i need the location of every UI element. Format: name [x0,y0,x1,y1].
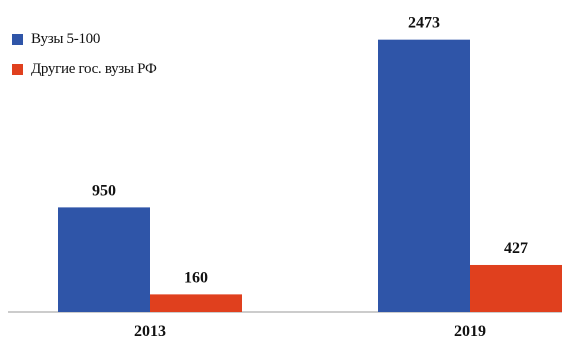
legend: Вузы 5-100 Другие гос. вузы РФ [12,24,157,84]
x-tick-label-2019: 2019 [454,323,486,340]
data-label-2013-series-2: 160 [184,269,208,286]
legend-item-series-1: Вузы 5-100 [12,24,157,54]
bar-2013-series-1 [58,207,150,312]
data-label-2019-series-2: 427 [504,240,528,257]
legend-label-series-2: Другие гос. вузы РФ [31,60,157,77]
legend-swatch-series-2 [12,63,23,75]
data-label-2013-series-1: 950 [92,182,116,199]
legend-label-series-1: Вузы 5-100 [31,30,101,47]
bar-2019-series-1 [378,39,470,312]
legend-item-series-2: Другие гос. вузы РФ [12,54,157,84]
bar-2019-series-2 [470,264,562,312]
data-label-2019-series-1: 2473 [408,15,440,32]
x-tick-label-2013: 2013 [134,323,166,340]
legend-swatch-series-1 [12,33,23,45]
bar-2013-series-2 [150,294,242,312]
